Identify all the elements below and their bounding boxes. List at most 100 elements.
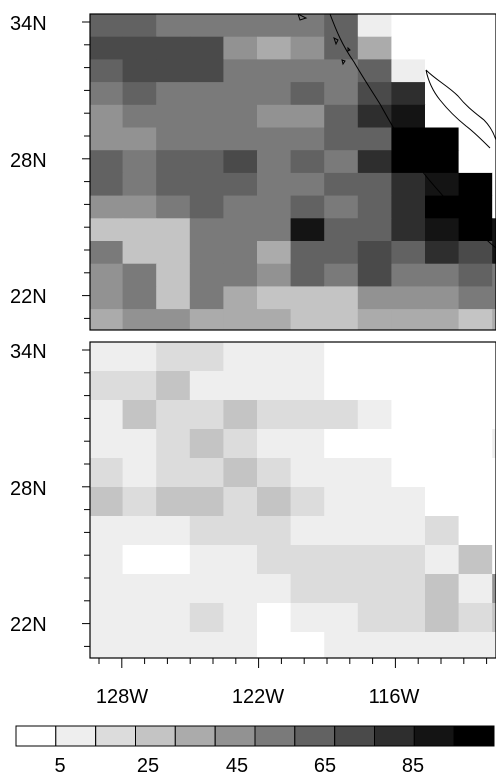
grid-cell	[223, 127, 258, 151]
grid-cell	[324, 286, 359, 310]
grid-cell	[223, 104, 258, 129]
grid-cell	[189, 516, 224, 546]
grid-cell	[290, 400, 325, 430]
grid-cell	[492, 195, 496, 219]
grid-cell	[357, 371, 392, 401]
grid-cell	[492, 487, 496, 517]
grid-cell	[290, 286, 325, 310]
grid-cell	[391, 241, 426, 265]
grid-cell	[189, 458, 224, 488]
colorbar-label-5: 5	[54, 755, 65, 777]
grid-cell	[257, 263, 292, 287]
grid-cell	[90, 14, 124, 38]
grid-cell	[458, 286, 493, 310]
grid-cell	[458, 545, 493, 575]
grid-cell	[189, 309, 224, 330]
grid-cell	[425, 127, 460, 151]
grid-cell	[223, 487, 258, 517]
grid-cell	[324, 400, 359, 430]
grid-cell	[357, 59, 392, 83]
grid-cell	[223, 172, 258, 197]
grid-cell	[357, 150, 392, 174]
grid-cell	[492, 14, 496, 38]
grid-cell	[90, 218, 124, 242]
grid-cell	[156, 172, 191, 197]
grid-cell	[156, 516, 191, 546]
grid-cell	[425, 36, 460, 60]
grid-cell	[458, 59, 493, 83]
grid-cell	[189, 545, 224, 575]
colorbar-label-65: 65	[314, 755, 336, 777]
grid-cell	[90, 371, 124, 401]
grid-cell	[391, 516, 426, 546]
grid-cell	[492, 218, 496, 242]
grid-cell	[391, 545, 426, 575]
grid-cell	[90, 241, 124, 265]
grid-cell	[425, 59, 460, 83]
grid-cell	[357, 342, 392, 372]
grid-cell	[324, 241, 359, 265]
grid-cell	[189, 172, 224, 197]
grid-cell	[257, 309, 292, 330]
grid-cell	[257, 195, 292, 219]
grid-cell	[357, 218, 392, 242]
grid-cell	[425, 458, 460, 488]
grid-cell	[324, 545, 359, 575]
grid-cell	[425, 263, 460, 287]
grid-cell	[425, 104, 460, 129]
grid-cell	[156, 14, 191, 38]
grid-cell	[223, 545, 258, 575]
grid-cell	[425, 286, 460, 310]
colorbar-swatch	[254, 725, 296, 747]
grid-cell	[492, 82, 496, 106]
grid-cell	[189, 429, 224, 459]
grid-cell	[156, 371, 191, 401]
grid-cell	[492, 371, 496, 401]
grid-cell	[223, 263, 258, 287]
grid-cell	[223, 59, 258, 83]
grid-cell	[492, 286, 496, 310]
grid-cell	[391, 218, 426, 242]
grid-cell	[391, 429, 426, 459]
grid-cell	[324, 104, 359, 129]
grid-cell	[156, 342, 191, 372]
grid-cell	[290, 59, 325, 83]
grid-cell	[90, 127, 124, 151]
grid-cell	[458, 342, 493, 372]
grid-cell	[357, 36, 392, 60]
grid-cell	[90, 195, 124, 219]
grid-cell	[189, 400, 224, 430]
colorbar-swatch	[95, 725, 136, 747]
grid-cell	[189, 241, 224, 265]
grid-cell	[458, 195, 493, 219]
panel-2-lat-label-34n: 34N	[10, 341, 47, 363]
colorbar-swatch	[174, 725, 216, 747]
grid-cell	[257, 172, 292, 197]
grid-cell	[357, 286, 392, 310]
grid-cell	[290, 574, 325, 604]
grid-cell	[223, 632, 258, 658]
colorbar-swatch	[55, 725, 97, 747]
grid-cell	[257, 286, 292, 310]
grid-cell	[391, 574, 426, 604]
grid-cell	[425, 487, 460, 517]
lon-label-122w: 122W	[232, 686, 284, 708]
grid-cell	[257, 82, 292, 106]
grid-cell	[391, 371, 426, 401]
grid-cell	[257, 127, 292, 151]
grid-cell	[156, 218, 191, 242]
panel-2-grid-cells	[90, 342, 496, 658]
grid-cell	[492, 545, 496, 575]
grid-cell	[324, 36, 359, 60]
grid-cell	[458, 150, 493, 174]
grid-cell	[223, 14, 258, 38]
grid-cell	[122, 286, 157, 310]
grid-cell	[257, 104, 292, 129]
grid-cell	[492, 458, 496, 488]
grid-cell	[324, 218, 359, 242]
grid-cell	[156, 458, 191, 488]
grid-cell	[156, 36, 191, 60]
grid-cell	[324, 487, 359, 517]
grid-cell	[90, 59, 124, 83]
grid-cell	[290, 487, 325, 517]
